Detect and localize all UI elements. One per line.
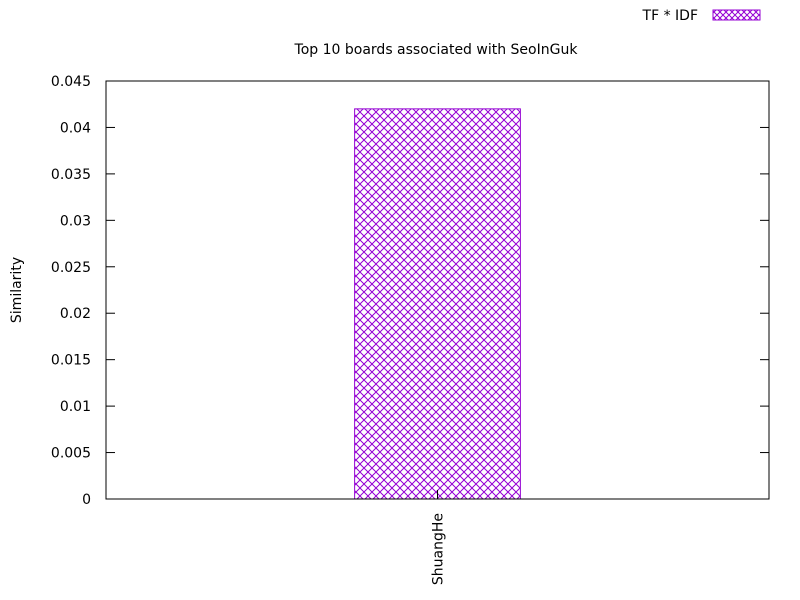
y-tick-label: 0.015 — [51, 353, 91, 369]
y-tick-label: 0.045 — [51, 74, 91, 90]
legend: TF * IDF — [642, 8, 761, 24]
y-axis-label: Similarity — [9, 257, 25, 323]
y-tick-label: 0.005 — [51, 446, 91, 462]
x-axis-ticks: ShuangHe — [431, 490, 447, 585]
x-tick-label: ShuangHe — [431, 513, 447, 585]
y-tick-label: 0.02 — [60, 306, 91, 322]
bars — [354, 108, 521, 500]
y-tick-label: 0.03 — [60, 213, 91, 229]
y-tick-label: 0.04 — [60, 120, 91, 136]
bar-shuanghe — [354, 108, 521, 500]
legend-swatch — [712, 9, 761, 21]
y-tick-label: 0 — [82, 492, 91, 508]
y-tick-label: 0.01 — [60, 399, 91, 415]
y-tick-label: 0.035 — [51, 167, 91, 183]
legend-label: TF * IDF — [642, 8, 698, 24]
y-axis-ticks: 0 0.005 0.01 0.015 0.02 0.025 0.03 0.035 0.04 0.0… — [51, 74, 769, 508]
chart-title: Top 10 boards associated with SeoInGuk — [294, 42, 579, 58]
plot-frame — [105, 80, 770, 500]
y-tick-label: 0.025 — [51, 260, 91, 276]
